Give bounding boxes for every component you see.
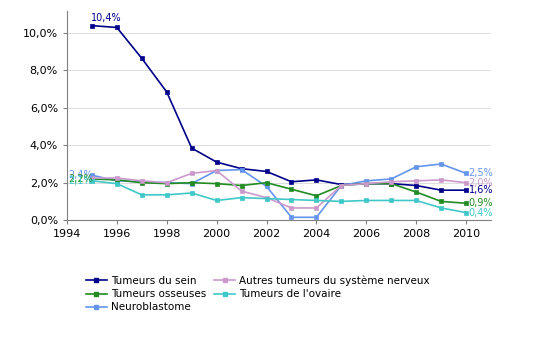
Tumeurs de l'ovaire (113, 181, 120, 186)
Autres tumeurs du système nerveux (213, 168, 220, 173)
Tumeurs du sein (463, 188, 469, 192)
Tumeurs du sein (388, 181, 395, 186)
Neuroblastome (189, 181, 195, 186)
Tumeurs de l'ovaire (163, 193, 170, 197)
Tumeurs de l'ovaire (238, 196, 245, 200)
Tumeurs de l'ovaire (263, 196, 270, 201)
Text: 2,4%: 2,4% (68, 170, 93, 180)
Neuroblastome (89, 173, 95, 178)
Tumeurs osseuses (413, 190, 420, 194)
Tumeurs de l'ovaire (189, 191, 195, 195)
Autres tumeurs du système nerveux (463, 181, 469, 185)
Autres tumeurs du système nerveux (313, 206, 320, 210)
Tumeurs du sein (189, 146, 195, 150)
Tumeurs osseuses (113, 178, 120, 182)
Tumeurs osseuses (138, 181, 145, 185)
Tumeurs de l'ovaire (213, 198, 220, 203)
Tumeurs osseuses (263, 181, 270, 185)
Tumeurs du sein (89, 23, 95, 28)
Tumeurs du sein (213, 160, 220, 164)
Tumeurs du sein (288, 180, 295, 184)
Tumeurs du sein (163, 90, 170, 94)
Text: 2,5%: 2,5% (469, 168, 493, 178)
Tumeurs du sein (113, 25, 120, 29)
Neuroblastome (413, 165, 420, 169)
Tumeurs de l'ovaire (463, 211, 469, 215)
Tumeurs osseuses (463, 201, 469, 206)
Line: Autres tumeurs du système nerveux: Autres tumeurs du système nerveux (89, 168, 469, 211)
Autres tumeurs du système nerveux (388, 180, 395, 184)
Neuroblastome (338, 184, 345, 188)
Line: Tumeurs osseuses: Tumeurs osseuses (89, 176, 469, 206)
Tumeurs osseuses (163, 181, 170, 186)
Text: 1,6%: 1,6% (469, 185, 493, 195)
Tumeurs du sein (238, 166, 245, 171)
Tumeurs de l'ovaire (363, 198, 369, 203)
Tumeurs osseuses (238, 184, 245, 188)
Tumeurs du sein (313, 178, 320, 182)
Neuroblastome (113, 179, 120, 183)
Autres tumeurs du système nerveux (363, 181, 369, 186)
Tumeurs de l'ovaire (89, 179, 95, 183)
Neuroblastome (213, 168, 220, 173)
Neuroblastome (288, 215, 295, 219)
Tumeurs de l'ovaire (338, 199, 345, 203)
Tumeurs de l'ovaire (438, 206, 445, 210)
Neuroblastome (263, 184, 270, 189)
Line: Tumeurs de l'ovaire: Tumeurs de l'ovaire (89, 179, 469, 215)
Autres tumeurs du système nerveux (238, 189, 245, 193)
Neuroblastome (313, 215, 320, 219)
Tumeurs osseuses (338, 184, 345, 188)
Autres tumeurs du système nerveux (138, 179, 145, 183)
Line: Tumeurs du sein: Tumeurs du sein (89, 23, 469, 193)
Text: 2,1%: 2,1% (68, 176, 93, 186)
Tumeurs osseuses (213, 181, 220, 186)
Tumeurs du sein (138, 56, 145, 60)
Neuroblastome (238, 168, 245, 172)
Autres tumeurs du système nerveux (163, 181, 170, 185)
Neuroblastome (138, 180, 145, 184)
Text: 0,4%: 0,4% (469, 208, 493, 218)
Autres tumeurs du système nerveux (413, 179, 420, 183)
Text: 0,9%: 0,9% (469, 198, 493, 208)
Tumeurs du sein (413, 184, 420, 188)
Tumeurs du sein (263, 169, 270, 174)
Autres tumeurs du système nerveux (338, 184, 345, 188)
Tumeurs du sein (338, 182, 345, 187)
Tumeurs osseuses (89, 177, 95, 181)
Tumeurs de l'ovaire (288, 197, 295, 202)
Neuroblastome (388, 177, 395, 181)
Text: 2,0%: 2,0% (469, 178, 493, 188)
Tumeurs de l'ovaire (413, 198, 420, 203)
Tumeurs du sein (363, 181, 369, 186)
Tumeurs osseuses (438, 199, 445, 203)
Tumeurs de l'ovaire (388, 198, 395, 203)
Autres tumeurs du système nerveux (288, 206, 295, 210)
Tumeurs osseuses (189, 181, 195, 185)
Tumeurs osseuses (388, 181, 395, 186)
Autres tumeurs du système nerveux (263, 196, 270, 200)
Tumeurs de l'ovaire (138, 193, 145, 197)
Neuroblastome (438, 162, 445, 166)
Neuroblastome (163, 181, 170, 185)
Autres tumeurs du système nerveux (113, 176, 120, 180)
Tumeurs osseuses (313, 194, 320, 198)
Text: 10,4%: 10,4% (90, 13, 121, 23)
Line: Neuroblastome: Neuroblastome (89, 162, 469, 220)
Text: 2,2%: 2,2% (68, 174, 93, 184)
Tumeurs du sein (438, 188, 445, 192)
Neuroblastome (463, 171, 469, 175)
Tumeurs de l'ovaire (313, 198, 320, 203)
Autres tumeurs du système nerveux (189, 171, 195, 175)
Autres tumeurs du système nerveux (89, 176, 95, 180)
Legend: Tumeurs du sein, Tumeurs osseuses, Neuroblastome, Autres tumeurs du système nerv: Tumeurs du sein, Tumeurs osseuses, Neuro… (81, 271, 434, 316)
Tumeurs osseuses (288, 187, 295, 191)
Neuroblastome (363, 179, 369, 183)
Autres tumeurs du système nerveux (438, 178, 445, 182)
Tumeurs osseuses (363, 181, 369, 186)
